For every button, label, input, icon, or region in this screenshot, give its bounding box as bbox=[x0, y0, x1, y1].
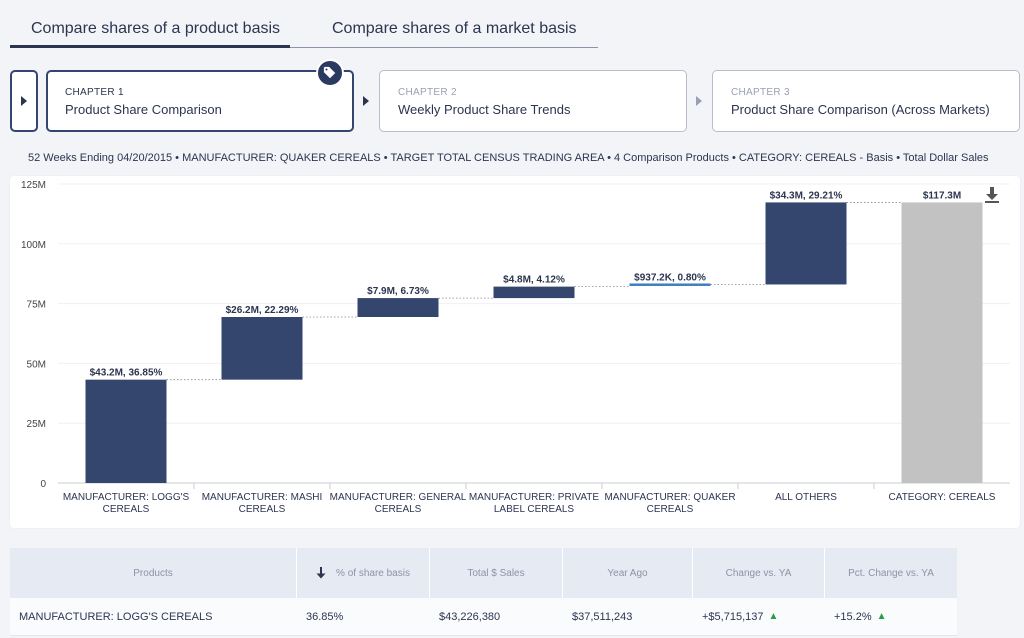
cell-share: 36.85% bbox=[306, 610, 344, 623]
chevron-right-icon bbox=[363, 96, 369, 106]
chapter-1-card[interactable]: CHAPTER 1 Product Share Comparison bbox=[46, 70, 354, 132]
data-label: $34.3M, 29.21% bbox=[770, 190, 843, 201]
filter-summary: 52 Weeks Ending 04/20/2015 • MANUFACTURE… bbox=[28, 152, 989, 164]
bar bbox=[357, 298, 439, 317]
bar bbox=[493, 286, 575, 299]
x-tick-label: CEREALS bbox=[375, 504, 422, 515]
column-header-label: % of share basis bbox=[336, 567, 410, 579]
x-tick-label: MANUFACTURER: GENERAL bbox=[330, 492, 467, 503]
x-tick-label: CEREALS bbox=[647, 504, 694, 515]
x-tick-label: CEREALS bbox=[239, 504, 286, 515]
bar bbox=[629, 283, 711, 286]
x-tick-label: ALL OTHERS bbox=[775, 492, 837, 503]
chevron-right-icon bbox=[696, 96, 702, 106]
up-arrow-icon: ▲ bbox=[768, 611, 779, 622]
chapter-title: Product Share Comparison bbox=[65, 102, 222, 117]
chapter-title: Product Share Comparison (Across Markets… bbox=[731, 102, 990, 117]
data-label: $117.3M bbox=[923, 190, 961, 201]
cell-product: MANUFACTURER: LOGG'S CEREALS bbox=[19, 610, 213, 623]
column-header-change[interactable]: Change vs. YA bbox=[693, 548, 825, 598]
chapter-title: Weekly Product Share Trends bbox=[398, 102, 571, 117]
y-tick-label: 0 bbox=[40, 479, 46, 490]
bar bbox=[85, 379, 167, 483]
chapter-3-card[interactable]: CHAPTER 3 Product Share Comparison (Acro… bbox=[712, 70, 1020, 132]
cell-change: +$5,715,137 ▲ bbox=[693, 598, 825, 635]
x-tick-label: MANUFACTURER: MASHI bbox=[202, 492, 323, 503]
y-tick-label: 25M bbox=[27, 419, 46, 430]
x-tick-label: MANUFACTURER: QUAKER bbox=[604, 492, 735, 503]
x-tick-label: CATEGORY: CEREALS bbox=[889, 492, 996, 503]
x-tick-label: LABEL CEREALS bbox=[494, 504, 575, 515]
x-tick-label: CEREALS bbox=[103, 504, 150, 515]
column-header-year-ago[interactable]: Year Ago bbox=[563, 548, 693, 598]
bar bbox=[221, 316, 303, 380]
x-tick-label: MANUFACTURER: LOGG'S bbox=[63, 492, 190, 503]
chapter-2-card[interactable]: CHAPTER 2 Weekly Product Share Trends bbox=[379, 70, 687, 132]
tab-product-basis[interactable]: Compare shares of a product basis bbox=[31, 20, 281, 37]
data-label: $4.8M, 4.12% bbox=[503, 275, 565, 286]
chapter-number: CHAPTER 1 bbox=[65, 87, 124, 98]
products-table: Products % of share basis Total $ Sales … bbox=[10, 548, 957, 636]
bar bbox=[765, 202, 847, 285]
cell-year-ago: $37,511,243 bbox=[572, 610, 633, 623]
arrow-down-icon bbox=[316, 567, 326, 579]
chart-card: 0 25M 50M 75M 100M 125M $43.2M, 36.85% MANUFACT… bbox=[10, 176, 1020, 528]
pct-change-value: +15.2% bbox=[834, 610, 872, 623]
chapter-toggle-button[interactable] bbox=[10, 70, 38, 132]
tab-bar: Compare shares of a product basis Compar… bbox=[10, 0, 598, 48]
chapter-number: CHAPTER 3 bbox=[731, 87, 790, 98]
y-tick-label: 100M bbox=[21, 240, 46, 251]
column-header-share[interactable]: % of share basis bbox=[297, 548, 430, 598]
data-label: $26.2M, 22.29% bbox=[226, 305, 299, 316]
column-header-pct-change[interactable]: Pct. Change vs. YA bbox=[848, 567, 934, 579]
y-tick-label: 75M bbox=[27, 300, 46, 311]
chapter-number: CHAPTER 2 bbox=[398, 87, 457, 98]
tag-icon bbox=[316, 59, 344, 87]
bar bbox=[901, 202, 983, 483]
play-icon bbox=[21, 96, 27, 106]
active-tab-indicator bbox=[10, 45, 290, 48]
y-tick-label: 50M bbox=[27, 359, 46, 370]
cell-total-sales: $43,226,380 bbox=[439, 610, 501, 623]
tab-market-basis[interactable]: Compare shares of a market basis bbox=[332, 20, 577, 37]
x-tick-label: MANUFACTURER: PRIVATE bbox=[469, 492, 600, 503]
data-label: $937.2K, 0.80% bbox=[634, 272, 706, 283]
data-label: $7.9M, 6.73% bbox=[367, 286, 429, 297]
data-label: $43.2M, 36.85% bbox=[90, 368, 163, 379]
up-arrow-icon: ▲ bbox=[876, 611, 887, 622]
table-header: Products % of share basis Total $ Sales … bbox=[10, 548, 957, 598]
download-icon[interactable] bbox=[984, 186, 1000, 204]
cell-pct-change: +15.2% ▲ bbox=[825, 598, 957, 635]
column-header-total-sales[interactable]: Total $ Sales bbox=[430, 548, 563, 598]
y-tick-label: 125M bbox=[21, 180, 46, 191]
change-value: +$5,715,137 bbox=[702, 610, 764, 623]
waterfall-chart: 0 25M 50M 75M 100M 125M $43.2M, 36.85% MANUFACT… bbox=[21, 180, 1010, 515]
table-row[interactable]: MANUFACTURER: LOGG'S CEREALS 36.85% $43,… bbox=[10, 598, 957, 636]
column-header-products[interactable]: Products bbox=[10, 548, 297, 598]
